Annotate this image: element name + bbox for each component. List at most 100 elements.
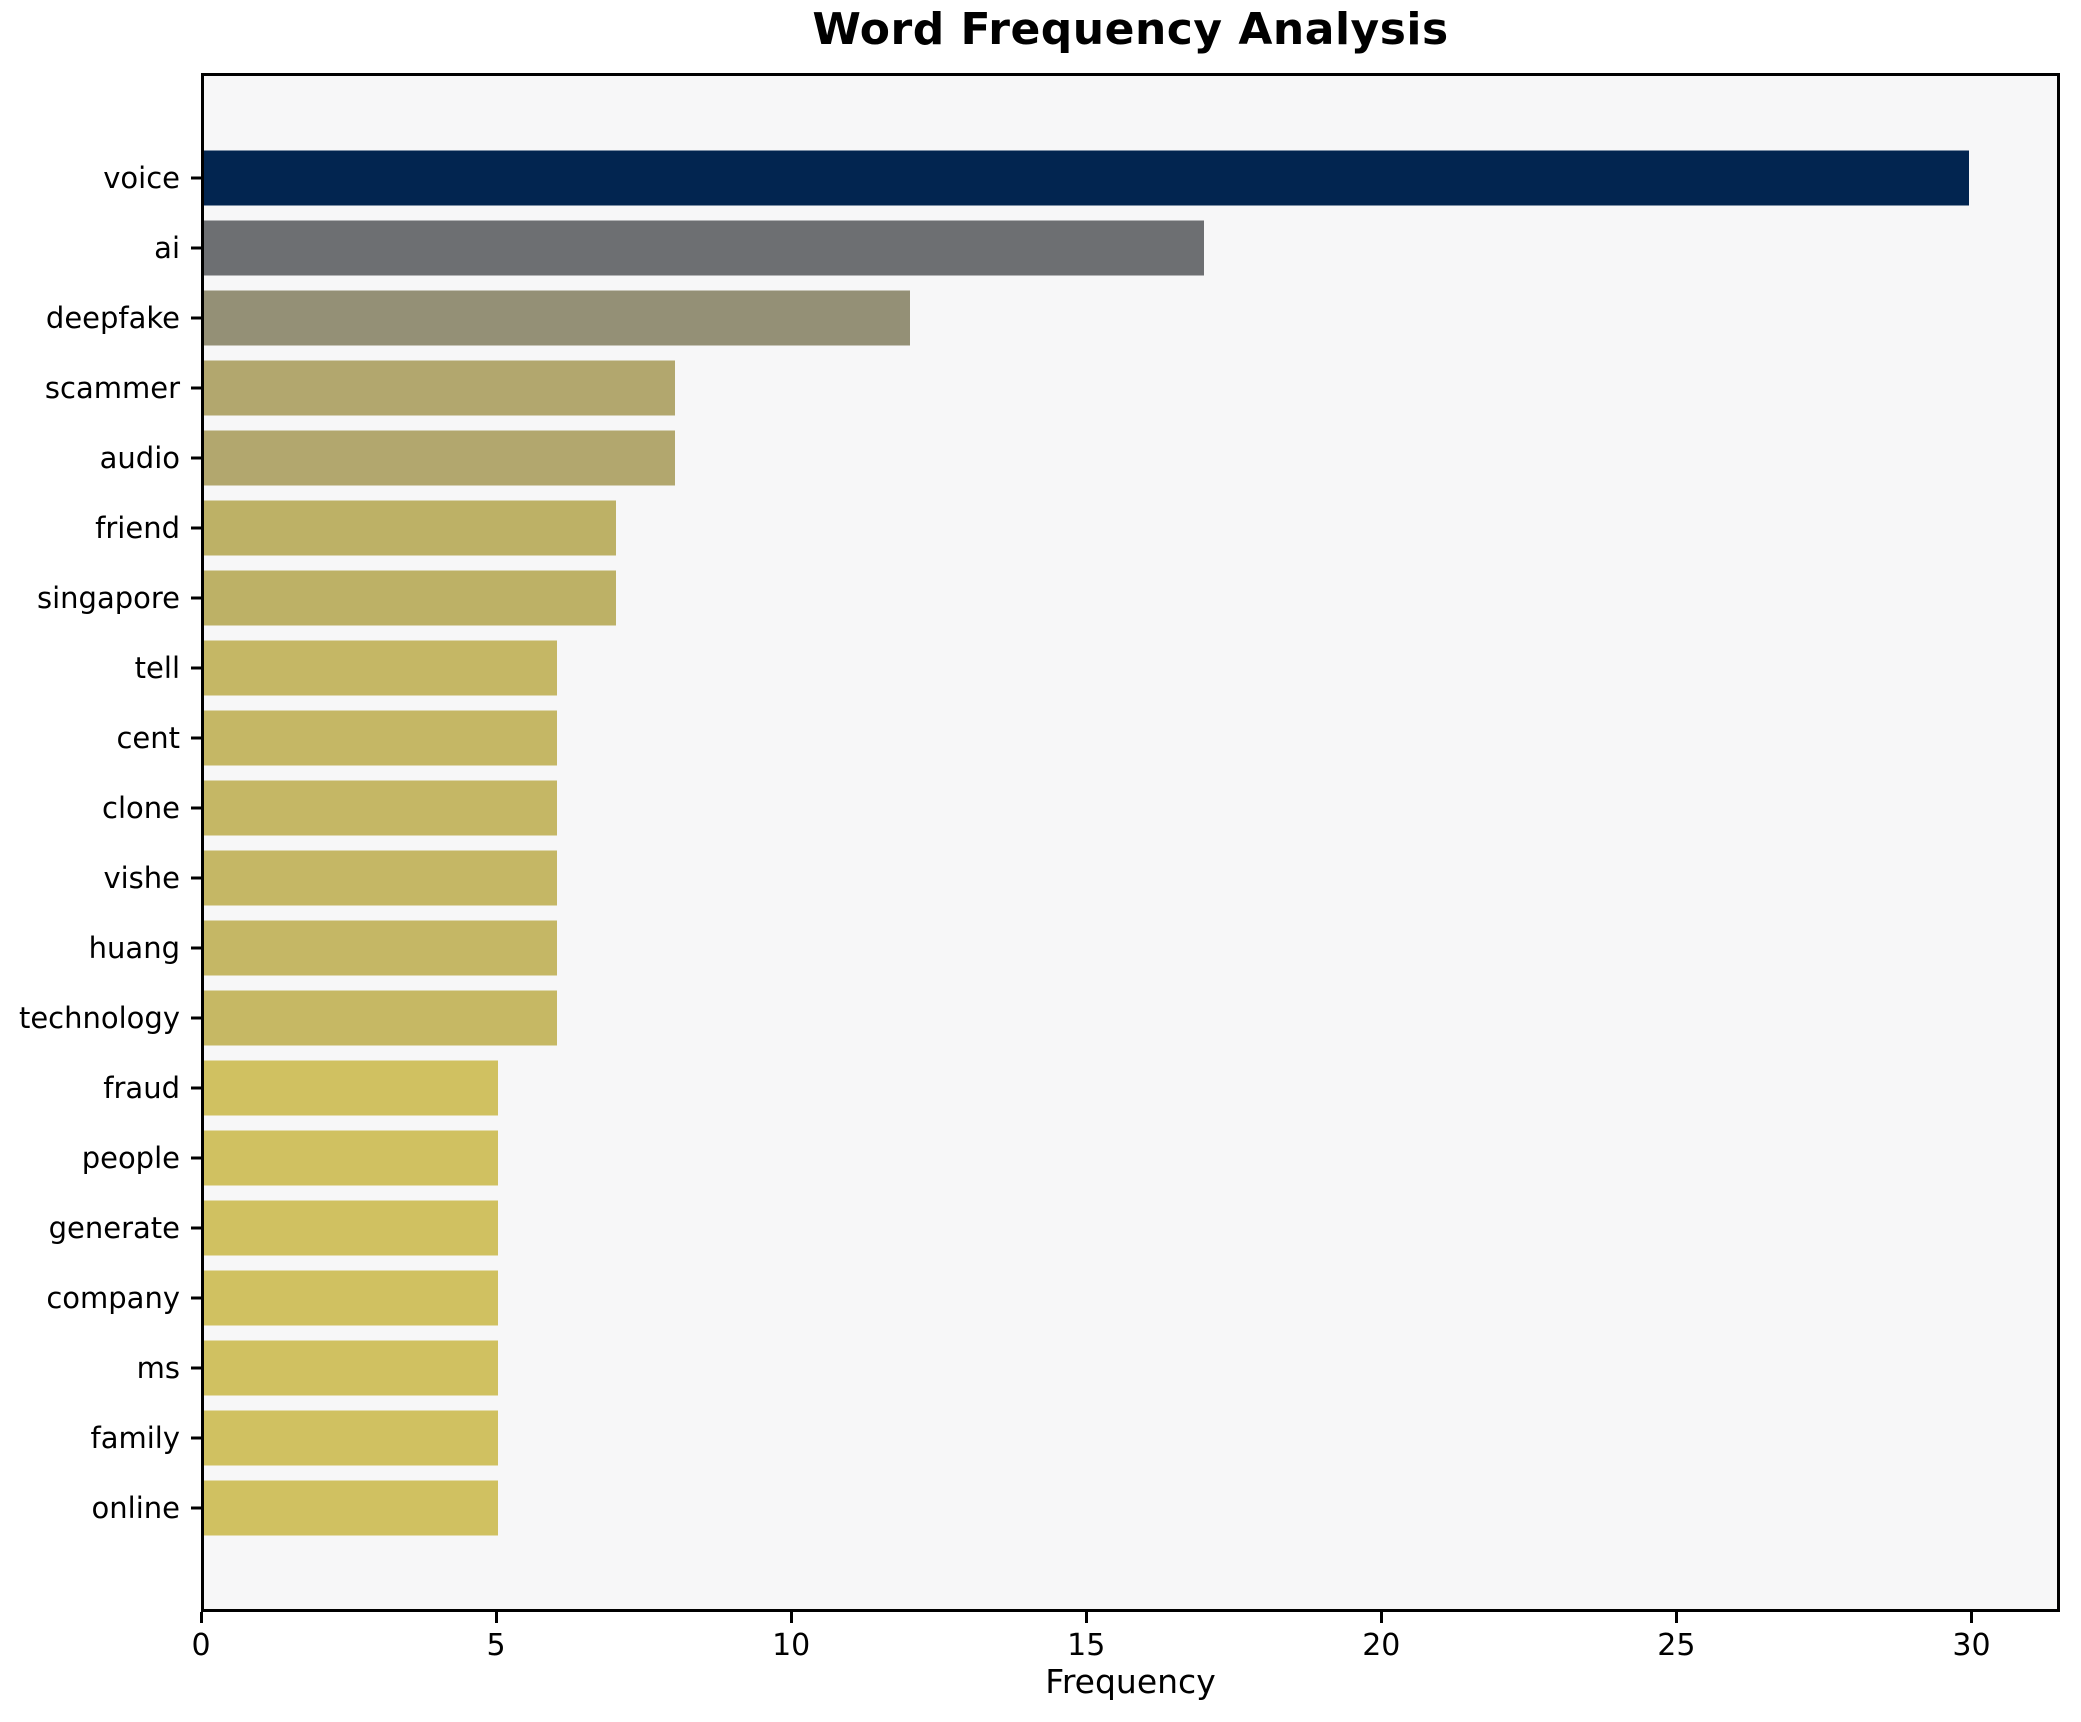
bar-row: tell: [135, 633, 2057, 703]
bar-row: scammer: [45, 353, 2057, 423]
bar-row: fraud: [103, 1053, 2057, 1123]
y-tick-mark: [191, 666, 201, 670]
x-tick-label: 20: [1362, 1628, 1401, 1663]
x-tick-mark: [1970, 1612, 1974, 1623]
y-tick-mark: [191, 386, 201, 390]
bar-row: ms: [137, 1333, 2057, 1403]
y-tick-label: tell: [134, 651, 180, 685]
x-tick-label: 0: [191, 1628, 211, 1663]
bar-row: voice: [103, 143, 2057, 213]
y-tick-label: fraud: [103, 1071, 180, 1105]
bar: [204, 150, 1969, 206]
bars-container: voice ai deepfake scammer audio friend singapo…: [19, 143, 2057, 1543]
y-tick-mark: [191, 1156, 201, 1160]
bar-row: clone: [102, 773, 2057, 843]
y-tick-label: audio: [99, 441, 180, 475]
bar-row: vishe: [103, 843, 2057, 913]
bar-row: company: [46, 1263, 2057, 1333]
x-tick-mark: [1380, 1612, 1384, 1623]
y-tick-mark: [191, 736, 201, 740]
bar: [204, 570, 616, 626]
bar-row: technology: [19, 983, 2057, 1053]
bar-row: singapore: [37, 563, 2057, 633]
bar-row: family: [90, 1403, 2057, 1473]
y-tick-mark: [191, 316, 201, 320]
y-tick-mark: [191, 1296, 201, 1300]
y-tick-label: cent: [116, 721, 180, 755]
bar: [204, 1480, 499, 1536]
bar-row: huang: [89, 913, 2057, 983]
x-tick-label: 15: [1067, 1628, 1106, 1663]
bar: [204, 1130, 499, 1186]
bar: [204, 1270, 499, 1326]
plot-area: voice ai deepfake scammer audio friend singapo…: [19, 73, 2060, 1612]
x-axis: 0 5 10 15 20 25 30: [191, 1612, 2060, 1722]
y-tick-mark: [191, 1086, 201, 1090]
y-tick-label: ai: [154, 231, 180, 265]
bar-row: ai: [154, 213, 2057, 283]
bar: [204, 360, 675, 416]
y-tick-label: voice: [103, 161, 180, 195]
bar: [204, 1410, 499, 1466]
bar: [204, 640, 557, 696]
x-tick-mark: [790, 1612, 794, 1623]
y-tick-mark: [191, 806, 201, 810]
x-tick-mark: [1675, 1612, 1679, 1623]
bar-row: audio: [100, 423, 2057, 493]
y-tick-label: singapore: [36, 581, 180, 615]
bar: [204, 920, 557, 976]
y-tick-mark: [191, 1506, 201, 1510]
bar: [204, 1200, 499, 1256]
x-tick-label: 30: [1952, 1628, 1991, 1663]
y-tick-mark: [191, 1226, 201, 1230]
bar: [204, 1340, 499, 1396]
bar: [204, 290, 910, 346]
bar-row: people: [82, 1123, 2057, 1193]
bar-row: deepfake: [46, 283, 2057, 353]
y-tick-label: family: [90, 1421, 180, 1455]
y-tick-mark: [191, 1366, 201, 1370]
bar: [204, 500, 616, 556]
y-tick-label: deepfake: [45, 301, 180, 335]
y-tick-label: technology: [18, 1001, 180, 1035]
bar: [204, 850, 557, 906]
y-tick-label: generate: [48, 1211, 180, 1245]
y-tick-label: company: [46, 1281, 180, 1315]
bar: [204, 710, 557, 766]
chart-title: Word Frequency Analysis: [812, 4, 1449, 55]
bar: [204, 780, 557, 836]
bar: [204, 430, 675, 486]
y-tick-label: clone: [102, 791, 180, 825]
x-tick-mark: [1085, 1612, 1089, 1623]
x-tick-label: 10: [772, 1628, 811, 1663]
bar-row: cent: [116, 703, 2057, 773]
bar: [204, 1060, 499, 1116]
x-tick-mark: [495, 1612, 499, 1623]
y-tick-mark: [191, 246, 201, 250]
y-tick-mark: [191, 946, 201, 950]
bar: [204, 990, 557, 1046]
x-axis-title: Frequency: [1045, 1662, 1216, 1701]
y-tick-label: ms: [136, 1351, 180, 1385]
y-tick-mark: [191, 456, 201, 460]
y-tick-label: vishe: [103, 861, 180, 895]
bar-row: generate: [49, 1193, 2057, 1263]
y-tick-mark: [191, 596, 201, 600]
y-tick-label: friend: [95, 511, 180, 545]
y-tick-mark: [191, 176, 201, 180]
y-tick-label: people: [81, 1141, 180, 1175]
bar: [204, 220, 1205, 276]
x-tick-mark: [200, 1612, 203, 1623]
y-tick-label: online: [91, 1491, 180, 1525]
y-tick-label: scammer: [44, 371, 180, 405]
y-tick-mark: [191, 1436, 201, 1440]
y-tick-mark: [191, 526, 201, 530]
bar-row: friend: [95, 493, 2057, 563]
y-tick-mark: [191, 1016, 201, 1020]
x-tick-label: 25: [1657, 1628, 1696, 1663]
bar-row: online: [92, 1473, 2057, 1543]
y-tick-label: huang: [88, 931, 180, 965]
x-tick-label: 5: [486, 1628, 506, 1663]
y-tick-mark: [191, 876, 201, 880]
